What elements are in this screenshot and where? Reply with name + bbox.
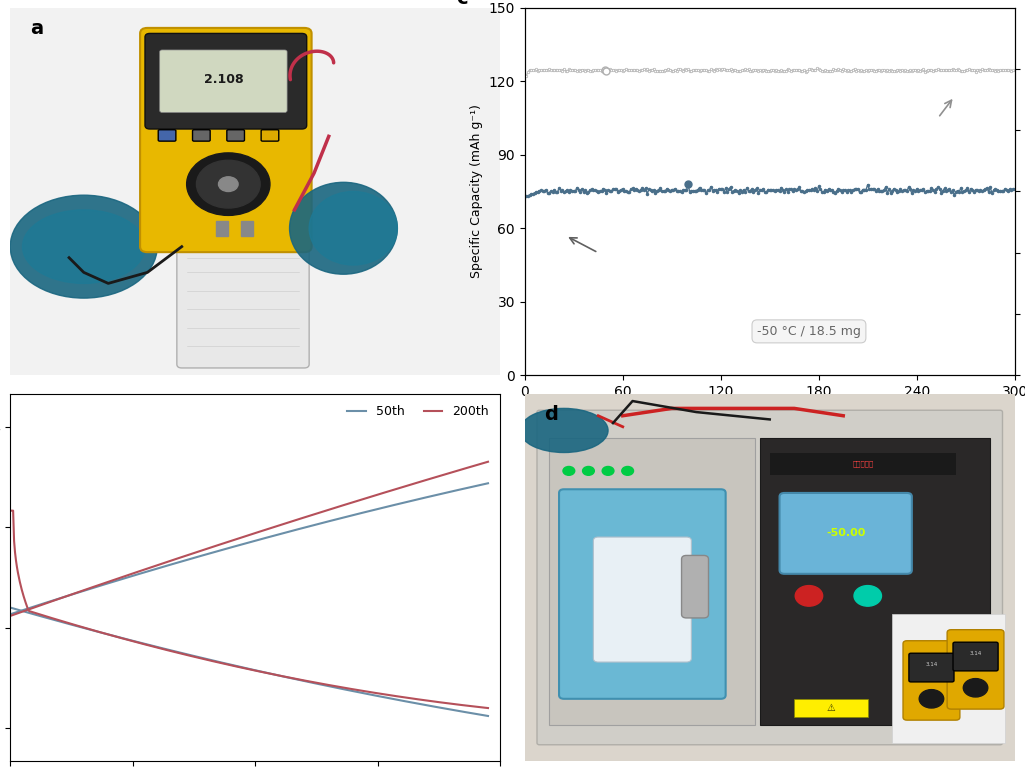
Text: ⚠: ⚠ <box>826 703 835 713</box>
Legend: 50th, 200th: 50th, 200th <box>342 400 494 423</box>
Text: 2.108: 2.108 <box>204 73 243 86</box>
FancyBboxPatch shape <box>559 489 726 699</box>
Bar <box>794 699 868 717</box>
Text: a: a <box>30 18 43 38</box>
FancyBboxPatch shape <box>780 493 912 574</box>
Text: -50.00: -50.00 <box>826 528 865 538</box>
FancyBboxPatch shape <box>193 130 210 141</box>
Text: c: c <box>456 0 467 8</box>
Circle shape <box>602 467 614 475</box>
Circle shape <box>795 585 823 606</box>
FancyBboxPatch shape <box>177 232 310 368</box>
Circle shape <box>854 585 882 606</box>
FancyBboxPatch shape <box>593 537 691 662</box>
FancyBboxPatch shape <box>953 642 998 671</box>
Text: 3.14: 3.14 <box>970 651 982 657</box>
FancyBboxPatch shape <box>947 630 1003 709</box>
FancyBboxPatch shape <box>158 130 176 141</box>
Text: 低温试验箱: 低温试验箱 <box>852 460 873 467</box>
Ellipse shape <box>289 182 398 275</box>
Text: 3.14: 3.14 <box>926 662 938 667</box>
Circle shape <box>197 160 260 208</box>
FancyBboxPatch shape <box>909 653 954 682</box>
Ellipse shape <box>520 408 608 452</box>
FancyBboxPatch shape <box>903 641 959 720</box>
Circle shape <box>563 467 575 475</box>
FancyBboxPatch shape <box>537 410 1002 744</box>
Bar <box>549 438 755 724</box>
Ellipse shape <box>310 191 398 265</box>
Ellipse shape <box>10 195 157 298</box>
Circle shape <box>622 467 633 475</box>
Bar <box>216 221 229 235</box>
FancyBboxPatch shape <box>261 130 279 141</box>
X-axis label: Cycle number: Cycle number <box>716 404 823 418</box>
Circle shape <box>187 153 270 215</box>
Bar <box>760 438 990 724</box>
Text: d: d <box>544 404 559 424</box>
FancyBboxPatch shape <box>682 555 708 618</box>
Circle shape <box>964 678 988 697</box>
Circle shape <box>218 177 238 191</box>
FancyBboxPatch shape <box>140 28 312 252</box>
Bar <box>241 221 253 235</box>
Bar <box>770 452 956 474</box>
Text: -50 °C / 18.5 mg: -50 °C / 18.5 mg <box>757 325 861 338</box>
FancyBboxPatch shape <box>145 33 306 129</box>
FancyBboxPatch shape <box>160 50 287 112</box>
Circle shape <box>919 690 944 708</box>
FancyBboxPatch shape <box>227 130 245 141</box>
Circle shape <box>582 467 594 475</box>
Y-axis label: Specific Capacity (mAh g⁻¹): Specific Capacity (mAh g⁻¹) <box>470 105 483 278</box>
Ellipse shape <box>23 210 145 284</box>
Bar <box>892 614 1004 743</box>
